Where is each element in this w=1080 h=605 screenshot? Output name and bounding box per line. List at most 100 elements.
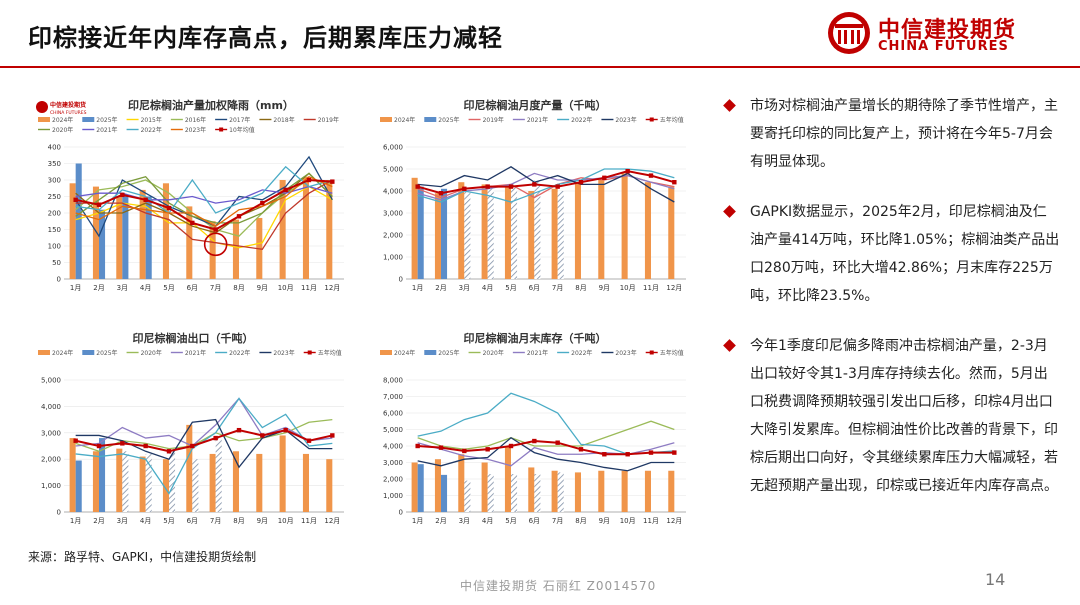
highlight-circle xyxy=(203,232,228,257)
y-tick-label: 0 xyxy=(57,276,61,284)
series-line xyxy=(75,418,333,469)
y-tick-label: 0 xyxy=(399,276,403,284)
bar-hatched xyxy=(464,191,471,279)
bar xyxy=(441,474,448,512)
legend-label: 2017年 xyxy=(229,116,250,124)
y-tick-label: 250 xyxy=(48,193,61,201)
y-tick-label: 6,000 xyxy=(383,144,403,152)
chart-title: 印尼棕榈油产量加权降雨（mm） xyxy=(128,98,294,112)
avg-marker xyxy=(143,197,148,202)
avg-line xyxy=(75,178,333,231)
chart-rainfall: 中信建投期货 CHINA FUTURES 印尼棕榈油产量加权降雨（mm） 2024年 2… xyxy=(28,95,358,305)
x-tick-label: 1月 xyxy=(412,284,423,292)
x-tick-label: 3月 xyxy=(459,284,470,292)
legend-label: 2022年 xyxy=(229,349,250,357)
legend-label: 2018年 xyxy=(273,116,294,124)
chart-logo-sub: CHINA FUTURES xyxy=(50,110,87,116)
avg-marker xyxy=(120,192,125,198)
series-line xyxy=(417,172,675,201)
legend-label: 2025年 xyxy=(96,116,117,124)
legend-swatch xyxy=(38,117,50,122)
avg-marker xyxy=(73,197,78,202)
x-tick-label: 12月 xyxy=(666,284,682,292)
x-tick-label: 12月 xyxy=(666,517,682,525)
bar-hatched xyxy=(145,453,152,512)
avg-marker xyxy=(283,187,288,193)
y-tick-label: 3,000 xyxy=(41,429,61,437)
page-number: 14 xyxy=(985,570,1006,589)
legend-label: 五年均值 xyxy=(660,116,684,124)
bar xyxy=(75,163,82,279)
avg-marker xyxy=(96,202,102,207)
legend-label: 2016年 xyxy=(185,116,206,124)
bar xyxy=(116,196,123,279)
legend-label: 2024年 xyxy=(394,116,415,124)
x-tick-label: 3月 xyxy=(117,284,128,292)
x-tick-label: 11月 xyxy=(301,517,317,525)
commentary-text: 今年1季度印尼偏多降雨冲击棕榈油产量，2-3月出口较好令其1-3月库存持续去化。… xyxy=(750,338,1058,494)
legend-swatch xyxy=(82,350,95,355)
bar-hatched xyxy=(192,459,199,512)
legend-marker xyxy=(307,350,312,355)
legend-label: 2024年 xyxy=(52,116,73,124)
x-tick-label: 6月 xyxy=(529,284,540,292)
x-tick-label: 2月 xyxy=(93,517,104,525)
avg-marker xyxy=(143,443,148,449)
series-line xyxy=(75,175,333,227)
legend-label: 2021年 xyxy=(185,349,206,357)
avg-marker xyxy=(532,438,537,444)
legend-label: 2020年 xyxy=(52,126,73,134)
avg-marker xyxy=(236,427,242,433)
x-tick-label: 9月 xyxy=(599,517,610,525)
legend-label: 2020年 xyxy=(141,349,162,357)
legend-label: 2023年 xyxy=(615,116,636,124)
bar xyxy=(139,456,146,512)
x-tick-label: 12月 xyxy=(324,517,340,525)
bar xyxy=(644,182,651,279)
bar xyxy=(434,193,441,279)
avg-marker xyxy=(602,452,607,457)
bar xyxy=(209,221,216,279)
diamond-bullet-icon xyxy=(723,205,736,218)
bar xyxy=(279,180,286,279)
legend-label: 2020年 xyxy=(483,349,504,357)
x-tick-label: 4月 xyxy=(482,284,493,292)
y-tick-label: 2,000 xyxy=(383,476,403,484)
y-tick-label: 7,000 xyxy=(383,393,403,401)
commentary-text: GAPKI数据显示，2025年2月，印尼棕榈油及仁油产量414万吨，环比降1.0… xyxy=(750,204,1060,304)
y-tick-label: 1,000 xyxy=(41,482,61,490)
bar-hatched xyxy=(557,191,564,279)
bar-hatched xyxy=(557,472,564,512)
x-tick-label: 5月 xyxy=(505,284,516,292)
chart-production: 印尼棕榈油月度产量（千吨） 2024年 2025年 2019年 2021年 2022年 20… xyxy=(370,95,700,305)
y-tick-label: 2,000 xyxy=(41,456,61,464)
y-tick-label: 200 xyxy=(48,210,61,218)
x-tick-label: 7月 xyxy=(210,517,221,525)
bar xyxy=(302,176,309,279)
bar xyxy=(232,219,239,279)
chart-title: 印尼棕榈油出口（千吨） xyxy=(133,331,254,345)
avg-marker xyxy=(438,191,444,196)
bar xyxy=(186,206,193,279)
legend-swatch xyxy=(38,350,50,355)
x-tick-label: 10月 xyxy=(620,284,636,292)
avg-line xyxy=(75,429,333,453)
legend-label: 2023年 xyxy=(615,349,636,357)
bar xyxy=(75,460,82,512)
avg-marker xyxy=(306,438,312,443)
avg-marker xyxy=(672,180,677,185)
legend-swatch xyxy=(82,117,95,122)
avg-line xyxy=(417,170,675,195)
footer-author: 中信建投期货 石丽红 Z0014570 xyxy=(460,579,657,593)
y-tick-label: 5,000 xyxy=(383,426,403,434)
bar xyxy=(417,464,424,512)
series-line xyxy=(417,168,675,203)
legend-marker xyxy=(649,350,654,355)
bar xyxy=(598,180,605,279)
avg-marker xyxy=(236,214,242,219)
y-tick-label: 1,000 xyxy=(383,254,403,262)
x-tick-label: 1月 xyxy=(70,284,81,292)
x-tick-label: 9月 xyxy=(599,284,610,292)
x-tick-label: 4月 xyxy=(140,284,151,292)
avg-marker xyxy=(166,449,172,454)
